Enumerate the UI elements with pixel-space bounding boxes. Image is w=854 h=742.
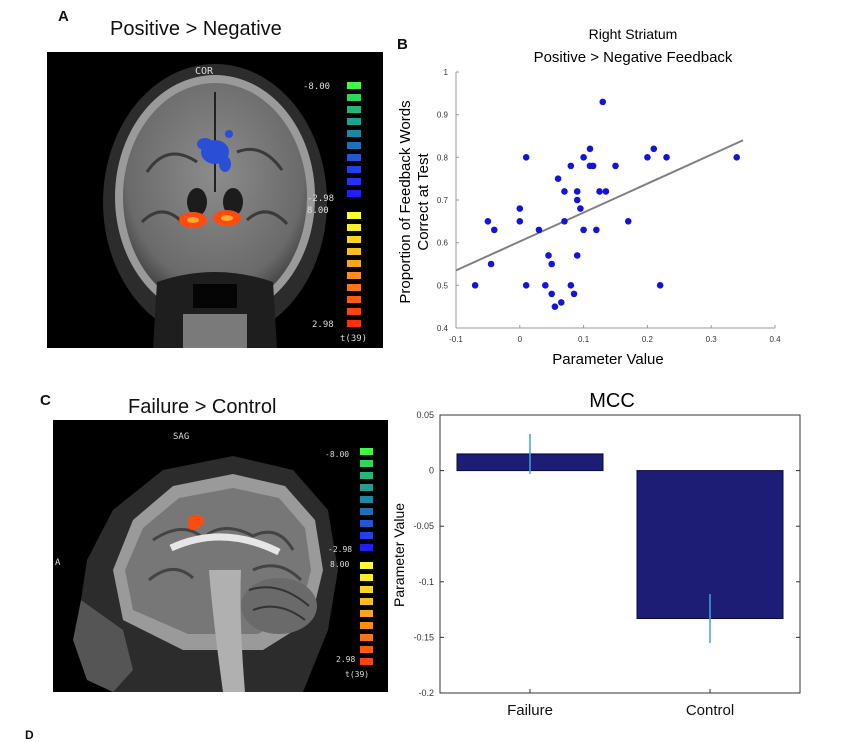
scatter-chart: Right Striatum Positive > Negative Feedb… <box>397 26 781 368</box>
scatter-title: Right Striatum <box>589 26 678 42</box>
colorbar-a-label-max-neg: -8.00 <box>303 82 331 92</box>
bar-y-tick-label: -0.2 <box>418 688 434 698</box>
scatter-y-tick-label: 0.4 <box>437 324 449 333</box>
scatter-y-tick-label: 0.7 <box>437 196 449 205</box>
scatter-point <box>612 162 619 170</box>
scatter-point <box>602 188 610 195</box>
scatter-x-tick-label: 0.1 <box>578 335 590 344</box>
orange-activation-mcc <box>188 515 204 530</box>
scatter-point <box>580 226 587 234</box>
scatter-point <box>487 260 495 268</box>
scatter-point <box>542 282 549 289</box>
scatter-y-tick-label: 0.6 <box>437 239 449 248</box>
sagittal-brain-image <box>53 420 388 692</box>
scatter-x-tick-label: 0.4 <box>769 335 781 344</box>
bar-y-tick-label: -0.15 <box>413 632 434 642</box>
stat-label-a: t(39) <box>340 334 368 344</box>
panel-letter-b: B <box>397 36 408 53</box>
scatter-point <box>554 175 562 182</box>
panel-c-title: Failure > Control <box>128 396 277 418</box>
scatter-point <box>599 98 607 106</box>
scatter-point <box>535 226 543 234</box>
scatter-point <box>567 162 575 170</box>
view-label-sag: SAG <box>173 432 190 442</box>
scatter-y-tick-label: 1 <box>444 68 449 77</box>
scatter-ylabel-line2: Correct at Test <box>415 153 432 251</box>
bar-y-tick-label: -0.05 <box>413 521 434 531</box>
scatter-point <box>561 188 568 195</box>
bar-ylabel: Parameter Value <box>391 503 407 607</box>
bar-y-tick-label: 0 <box>429 466 434 476</box>
bar-y-tick-label: -0.1 <box>418 577 434 587</box>
scatter-point <box>593 226 600 234</box>
colorbar-c-label-min-pos: 2.98 <box>336 655 356 664</box>
bar-y-tick-label: 0.05 <box>416 410 434 420</box>
scatter-x-tick-label: 0.3 <box>706 335 718 344</box>
panel-letter-c: C <box>40 392 51 409</box>
bar-control <box>636 470 784 619</box>
panel-letter-d: D <box>25 728 34 742</box>
scatter-point <box>484 218 492 225</box>
blue-activation <box>197 130 233 172</box>
colorbar-c-label-max-neg: -8.00 <box>325 450 350 459</box>
scatter-point <box>573 196 581 204</box>
scatter-y-tick-label: 0.5 <box>437 281 449 290</box>
colorbar-c-label-max-pos: 8.00 <box>330 560 350 569</box>
scatter-point <box>624 218 632 225</box>
scatter-point <box>589 162 597 170</box>
scatter-point <box>656 282 664 289</box>
coronal-brain-image <box>47 52 383 348</box>
scatter-point <box>545 252 552 259</box>
scatter-point <box>567 282 575 289</box>
stat-label-c: t(39) <box>345 670 370 679</box>
orange-activation <box>179 210 241 228</box>
scatter-point <box>548 260 555 268</box>
scatter-xlabel: Parameter Value <box>552 351 663 368</box>
panel-a-title: Positive > Negative <box>110 18 282 40</box>
colorbar-a-label-max-pos: 8.00 <box>307 206 329 216</box>
scatter-point <box>573 188 581 195</box>
scatter-point <box>573 252 581 259</box>
view-label-cor: COR <box>195 66 214 77</box>
scatter-point <box>551 303 559 310</box>
scatter-subtitle: Positive > Negative Feedback <box>534 49 733 66</box>
bar-x-tick-label: Control <box>686 702 734 719</box>
scatter-point <box>580 154 587 161</box>
scatter-point <box>516 218 524 225</box>
scatter-point <box>522 154 530 161</box>
scatter-point <box>596 188 603 195</box>
scatter-point <box>663 154 670 161</box>
colorbar-a-label-min-neg: -2.98 <box>307 194 335 204</box>
side-label-a: A <box>55 558 61 568</box>
scatter-x-tick-label: 0 <box>518 335 523 344</box>
bar-title: MCC <box>589 390 635 412</box>
scatter-point <box>557 299 565 306</box>
bar-chart: MCC Parameter Value 0.05 0 -0.05 -0.1 -0.15 -… <box>391 390 801 719</box>
scatter-x-tick-label: -0.1 <box>449 335 463 344</box>
scatter-point <box>522 282 530 289</box>
scatter-point <box>586 145 594 153</box>
bar-plot-frame <box>439 414 801 694</box>
scatter-point <box>548 290 555 298</box>
colorbar-a-label-min-pos: 2.98 <box>312 320 334 330</box>
scatter-point <box>577 205 584 212</box>
scatter-point <box>644 154 651 161</box>
panel-letter-a: A <box>58 8 69 25</box>
scatter-point <box>516 205 524 212</box>
scatter-ylabel-line1: Proportion of Feedback Words <box>397 100 414 303</box>
scatter-point <box>570 290 578 298</box>
scatter-y-tick-label: 0.8 <box>437 153 449 162</box>
scatter-point <box>471 282 479 289</box>
colorbar-a <box>347 82 361 327</box>
scatter-x-tick-label: 0.2 <box>642 335 654 344</box>
scatter-point <box>733 154 741 161</box>
regression-line <box>455 139 744 272</box>
colorbar-c-label-min-neg: -2.98 <box>328 545 353 554</box>
colorbar-c <box>360 448 373 665</box>
scatter-y-tick-label: 0.9 <box>437 111 449 120</box>
bar-x-tick-label: Failure <box>507 702 553 719</box>
scatter-point <box>490 226 498 234</box>
scatter-point <box>561 218 568 225</box>
scatter-point <box>650 145 658 153</box>
